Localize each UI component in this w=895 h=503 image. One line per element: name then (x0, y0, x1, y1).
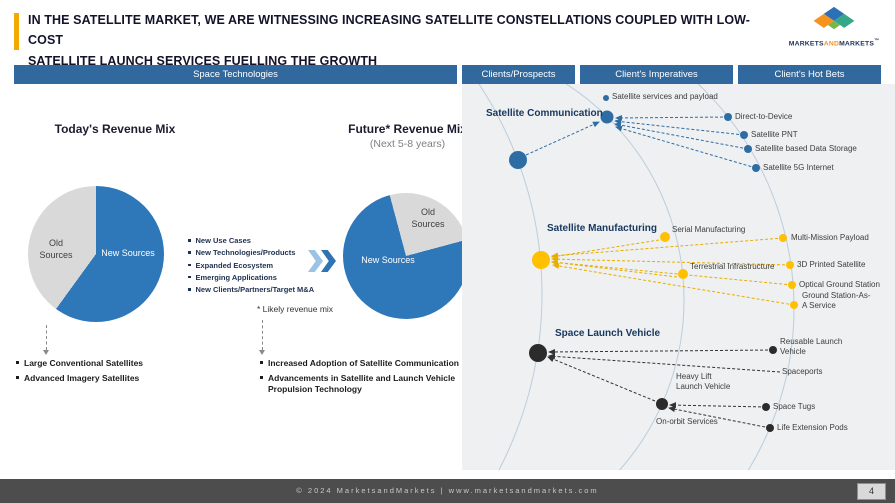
takeaway-label: Advancements in Satellite and Launch Veh… (268, 373, 456, 395)
square-bullet-icon (188, 288, 191, 291)
driver-label: New Use Cases (195, 236, 251, 245)
hot-bet-label-space-tugs: Space Tugs (773, 402, 816, 411)
logo: MARKETSANDMARKETS™ (781, 6, 887, 47)
group-title-space-launch-vehicle: Space Launch Vehicle (555, 328, 661, 339)
connector-lines-satellite-communication (525, 114, 757, 169)
square-bullet-icon (260, 361, 263, 364)
logo-wordmark: MARKETSANDMARKETS™ (781, 38, 887, 47)
imperative-label-terrestrial-infrastructure: Terrestrial Infrastructure (690, 262, 775, 271)
square-bullet-icon (188, 263, 191, 266)
todays-revenue-title: Today's Revenue Mix (54, 122, 176, 136)
future-takeaways: Increased Adoption of Satellite Communic… (260, 358, 465, 399)
future-revenue-title: Future* Revenue Mix (348, 122, 467, 136)
driver-label: New Clients/Partners/Target M&A (195, 285, 315, 294)
driver-item: New Use Cases (188, 236, 320, 246)
node-satellite-communication-orbit (509, 151, 527, 169)
header-clients-prospects: Clients/Prospects (462, 65, 575, 84)
footer-text: © 2024 MarketsandMarkets | www.marketsan… (296, 486, 599, 495)
future-revenue-pie: Old Sources New Sources (343, 193, 469, 319)
imperative-label-serial-manufacturing: Serial Manufacturing (672, 225, 746, 234)
hot-bet-label-satellite-based-data-storage: Satellite based Data Storage (755, 144, 857, 153)
hot-bet-label-satellite-5g-internet: Satellite 5G Internet (763, 163, 834, 172)
dashed-connector (262, 320, 263, 350)
logo-tm: ™ (874, 38, 880, 44)
logo-and: AND (823, 40, 840, 48)
page-number: 4 (857, 483, 886, 500)
group-title-satellite-communication: Satellite Communication (486, 108, 603, 119)
hot-bet-label-3d-printed-satellite: 3D Printed Satellite (797, 260, 866, 269)
logo-markets2: MARKETS (839, 40, 875, 48)
nodes-satellite-communication (509, 95, 760, 172)
node-space-launch-vehicle (529, 344, 547, 362)
logo-markets1: MARKETS (788, 40, 824, 48)
title-accent-bar (14, 13, 19, 50)
orbit-arcs (478, 84, 795, 470)
footer: © 2024 MarketsandMarkets | www.marketsan… (0, 479, 895, 503)
future-pie-new-sources-label: New Sources (361, 255, 415, 265)
arrow-down-icon (259, 350, 265, 355)
hot-bet-label-optical-ground-station: Optical Ground Station (799, 280, 880, 289)
imperative-label-heavy-lift-launch-vehicle: Heavy Lift Launch Vehicle (676, 372, 731, 391)
takeaway-label: Advanced Imagery Satellites (24, 373, 140, 384)
orbit-diagram (478, 84, 798, 470)
title-line-2: SATELLITE LAUNCH SERVICES FUELLING THE G… (28, 53, 378, 68)
takeaway-label: Large Conventional Satellites (24, 358, 144, 368)
likely-revenue-note: * Likely revenue mix (257, 304, 334, 314)
header-clients-hot-bets: Client's Hot Bets (738, 65, 881, 84)
today-pie-old-sources-label: Old Sources (39, 238, 73, 260)
driver-item: Emerging Applications (188, 273, 320, 283)
dashed-connector (46, 325, 47, 350)
logo-mark-icon (813, 6, 855, 30)
connector-lines-space-launch-vehicle (547, 348, 781, 429)
hot-bet-label-spaceports: Spaceports (782, 367, 823, 376)
client-diagram-panel: Satellite Communication Satellite Manufa… (462, 84, 895, 470)
slide-title: IN THE SATELLITE MARKET, WE ARE WITNESSI… (28, 10, 776, 71)
square-bullet-icon (188, 251, 191, 254)
driver-item: New Technologies/Products (188, 248, 320, 258)
node-satellite-manufacturing (532, 251, 550, 269)
label-satellite-services-and-payload: Satellite services and payload (612, 92, 718, 101)
future-pie-old-sources-label: Old Sources (411, 207, 445, 229)
driver-label: Emerging Applications (195, 272, 277, 282)
title-line-1: IN THE SATELLITE MARKET, WE ARE WITNESSI… (28, 13, 751, 48)
hot-bet-label-satellite-pnt: Satellite PNT (751, 130, 798, 139)
revenue-drivers-list: New Use Cases New Technologies/Products … (188, 236, 320, 297)
square-bullet-icon (260, 376, 263, 380)
takeaway-item: Increased Adoption of Satellite Communic… (260, 358, 465, 369)
connector-lines-satellite-manufacturing (551, 237, 795, 306)
square-bullet-icon (188, 275, 191, 279)
driver-item: Expanded Ecosystem (188, 261, 320, 271)
today-takeaways: Large Conventional Satellites Advanced I… (16, 358, 226, 388)
nodes-space-launch-vehicle (529, 344, 777, 432)
header-space-technologies: Space Technologies (14, 65, 457, 84)
hot-bet-label-direct-to-device: Direct-to-Device (735, 112, 793, 121)
hot-bet-label-life-extension-pods: Life Extension Pods (777, 423, 848, 432)
driver-item: New Clients/Partners/Target M&A (188, 285, 320, 295)
todays-revenue-pie: Old Sources New Sources (28, 186, 164, 322)
future-revenue-subtitle: (Next 5-8 years) (369, 138, 446, 150)
hot-bet-label-reusable-launch-vehicle: Reusable Launch Vehicle (780, 337, 843, 356)
today-pie-new-sources-label: New Sources (101, 248, 155, 258)
header-clients-imperatives: Client's Imperatives (580, 65, 733, 84)
arrow-down-icon (43, 350, 49, 355)
square-bullet-icon (16, 376, 19, 380)
takeaway-label: Increased Adoption of Satellite Communic… (268, 358, 459, 368)
takeaway-item: Large Conventional Satellites (16, 358, 226, 369)
node-satellite-communication (600, 110, 614, 124)
square-bullet-icon (188, 239, 191, 242)
group-title-satellite-manufacturing: Satellite Manufacturing (547, 223, 658, 234)
driver-label: Expanded Ecosystem (195, 260, 274, 270)
hot-bet-label-multi-mission-payload: Multi-Mission Payload (791, 233, 869, 242)
takeaway-item: Advancements in Satellite and Launch Veh… (260, 373, 465, 395)
nodes-satellite-manufacturing (532, 232, 798, 309)
chevron-right-icon (321, 250, 336, 272)
takeaway-item: Advanced Imagery Satellites (16, 373, 226, 384)
hot-bet-label-ground-station-as-a-service: Ground Station-As-A Service (802, 291, 871, 310)
square-bullet-icon (16, 361, 19, 364)
imperative-label-on-orbit-services: On-orbit Services (656, 417, 718, 426)
driver-label: New Technologies/Products (195, 248, 296, 258)
